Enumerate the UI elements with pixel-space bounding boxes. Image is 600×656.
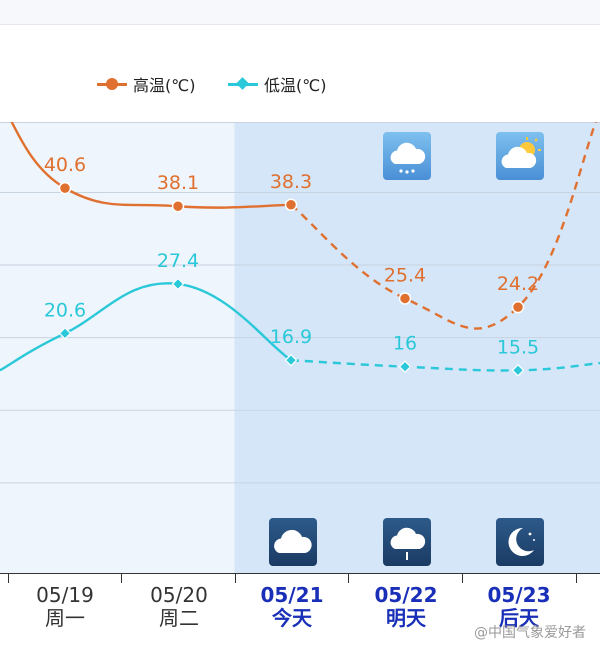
low-temp-point — [284, 353, 298, 367]
top-strip — [0, 0, 600, 25]
high-temp-point — [398, 292, 412, 305]
high-temp-point — [511, 300, 525, 314]
low-temp-point — [398, 360, 412, 374]
x-axis-tick — [8, 573, 9, 583]
low-temp-point — [171, 277, 185, 291]
low-temp-data-label: 16.9 — [270, 326, 312, 348]
weekday-label-today: 今天 — [272, 606, 312, 630]
high-temp-data-label: 25.4 — [384, 264, 426, 286]
low-temp-data-label: 27.4 — [157, 250, 199, 272]
forecast-background — [234, 122, 600, 573]
x-axis: 05/19 周一 05/20 周二 05/21 今天 05/22 明天 05/2… — [0, 573, 600, 656]
low-temp-line-observed — [0, 282, 292, 372]
x-axis-line — [0, 573, 600, 574]
high-temp-line-forecast — [290, 122, 597, 330]
high-temp-point — [284, 198, 298, 212]
high-temp-point — [58, 181, 72, 195]
weekday-label: 后天 — [499, 606, 539, 630]
cloudy-night-icon — [269, 518, 317, 566]
chart-legend: 高温(℃) 低温(℃) — [0, 72, 600, 100]
high-temp-data-label: 24.2 — [497, 273, 539, 295]
watermark: @中国气象爱好者 — [474, 625, 586, 641]
high-line-swatch-icon — [97, 76, 127, 92]
partly-sunny-icon — [496, 132, 544, 180]
date-label-today: 05/21 — [260, 583, 324, 607]
date-label: 05/19 — [36, 583, 94, 607]
x-axis-tick — [576, 573, 577, 583]
x-axis-tick — [235, 573, 236, 583]
weekday-label: 周一 — [45, 606, 85, 630]
x-axis-tick — [462, 573, 463, 583]
date-label: 05/22 — [374, 583, 438, 607]
past-background — [0, 122, 235, 573]
x-axis-tick — [348, 573, 349, 583]
high-temp-data-label: 38.3 — [270, 171, 312, 193]
low-temp-data-label: 16 — [393, 333, 417, 355]
legend-label-low: 低温(℃) — [264, 76, 327, 95]
date-label: 05/20 — [150, 583, 208, 607]
low-temp-data-label: 20.6 — [44, 299, 86, 321]
high-temp-data-label: 40.6 — [44, 154, 86, 176]
moon-icon — [496, 518, 544, 566]
low-temp-point — [58, 326, 72, 340]
date-label: 05/23 — [487, 583, 551, 607]
temperature-chart: 40.6 38.1 38.3 25.4 24.2 20.6 27.4 16.9 16 15.5 — [0, 122, 600, 573]
weekday-label: 周二 — [159, 606, 199, 630]
legend-item-high: 高温(℃) — [97, 72, 195, 96]
low-temp-data-label: 15.5 — [497, 336, 539, 358]
low-temp-point — [511, 363, 525, 377]
cloudy-rain-icon — [383, 132, 431, 180]
cloudy-rain-night-icon — [383, 518, 431, 566]
high-temp-line-observed — [10, 122, 292, 209]
low-line-swatch-icon — [228, 76, 258, 92]
x-axis-tick — [121, 573, 122, 583]
low-temp-line-forecast — [290, 358, 600, 372]
legend-item-low: 低温(℃) — [228, 72, 326, 96]
weekday-label: 明天 — [386, 606, 426, 630]
high-temp-data-label: 38.1 — [157, 172, 199, 194]
legend-label-high: 高温(℃) — [133, 76, 196, 95]
high-temp-point — [171, 199, 185, 213]
